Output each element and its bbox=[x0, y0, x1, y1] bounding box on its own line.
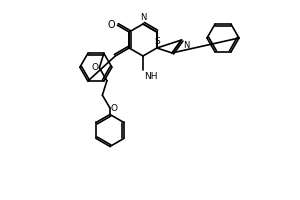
Text: O: O bbox=[108, 20, 116, 30]
Text: O: O bbox=[111, 104, 118, 113]
Text: N: N bbox=[184, 41, 190, 50]
Text: S: S bbox=[154, 37, 160, 46]
Text: O: O bbox=[91, 63, 98, 72]
Text: N: N bbox=[140, 13, 146, 22]
Text: NH: NH bbox=[144, 72, 158, 81]
